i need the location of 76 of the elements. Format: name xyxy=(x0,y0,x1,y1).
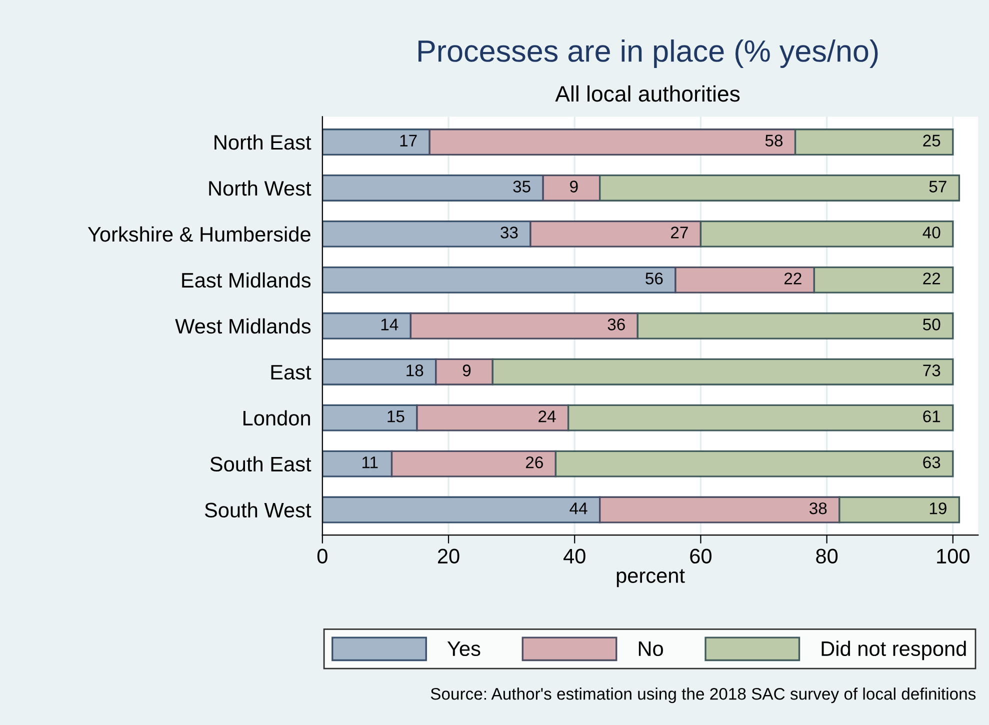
bar xyxy=(322,404,418,432)
bar xyxy=(700,220,954,248)
bar xyxy=(542,174,601,202)
y-tick-label: Yorkshire & Humberside xyxy=(88,226,310,242)
bar xyxy=(492,358,954,386)
bar xyxy=(322,266,676,294)
y-tick-label: North West xyxy=(209,180,312,196)
x-axis-title: percent xyxy=(616,569,685,588)
bar xyxy=(322,220,532,248)
data-label: 40 xyxy=(922,226,940,238)
chart-title: Processes are in place (% yes/no) xyxy=(418,39,878,68)
bar xyxy=(416,404,570,432)
y-tick-label: London xyxy=(244,410,310,426)
bar xyxy=(322,358,437,386)
data-label: 11 xyxy=(362,456,378,468)
y-tick-label: East Midlands xyxy=(182,272,311,288)
data-label: 58 xyxy=(765,134,783,146)
bar xyxy=(794,128,954,156)
bar xyxy=(567,404,954,432)
bar xyxy=(530,220,702,248)
data-label: 35 xyxy=(513,180,530,192)
bar xyxy=(410,312,638,340)
data-label: 44 xyxy=(570,502,588,514)
data-label: 17 xyxy=(400,134,417,146)
bar xyxy=(838,496,960,524)
bar xyxy=(322,312,412,340)
data-label: 50 xyxy=(923,318,940,330)
source-note: Source: Author's estimation using the 2018 SAC survey of local definitions xyxy=(430,688,976,704)
y-tick-label: North East xyxy=(214,134,312,150)
data-label: 9 xyxy=(570,180,578,192)
y-tick-label: South East xyxy=(210,456,312,472)
data-label: 73 xyxy=(923,364,940,376)
chart-subtitle: All local authorities xyxy=(555,85,740,102)
data-label: 22 xyxy=(784,272,802,284)
data-label: 15 xyxy=(388,410,404,422)
bar xyxy=(598,174,960,202)
bar xyxy=(322,450,393,478)
data-label: 63 xyxy=(923,456,940,468)
bar xyxy=(636,312,954,340)
x-tick-label: 0 xyxy=(317,548,328,564)
legend-label: Did not respond xyxy=(822,640,966,660)
bar xyxy=(390,450,557,478)
data-label: 9 xyxy=(462,364,471,376)
bar xyxy=(435,358,494,386)
data-label: 25 xyxy=(923,134,940,146)
data-label: 33 xyxy=(500,226,518,238)
bar xyxy=(554,450,954,478)
y-tick-label: East xyxy=(271,365,312,380)
data-label: 14 xyxy=(381,318,398,330)
bar xyxy=(428,128,796,156)
bar xyxy=(813,266,954,294)
bar xyxy=(322,128,430,156)
data-label: 26 xyxy=(526,456,543,468)
y-tick-label: South West xyxy=(204,502,312,518)
bar xyxy=(598,496,840,524)
x-tick-label: 80 xyxy=(816,548,838,564)
data-label: 22 xyxy=(923,272,940,284)
x-tick-label: 40 xyxy=(564,548,586,564)
legend-label: No xyxy=(638,642,663,656)
data-label: 57 xyxy=(929,180,946,192)
data-label: 24 xyxy=(538,410,556,422)
data-label: 36 xyxy=(608,318,625,330)
data-label: 61 xyxy=(923,410,940,422)
bar xyxy=(674,266,816,294)
y-tick-label: West Midlands xyxy=(175,318,311,334)
data-label: 38 xyxy=(809,502,827,514)
data-label: 18 xyxy=(406,364,424,376)
bar xyxy=(322,174,544,202)
bar xyxy=(322,496,601,524)
x-tick-label: 60 xyxy=(690,548,712,564)
legend-label: Yes xyxy=(447,642,480,656)
x-tick-label: 20 xyxy=(438,548,460,564)
data-label: 19 xyxy=(930,502,946,514)
data-label: 56 xyxy=(646,272,663,284)
data-label: 27 xyxy=(670,226,688,238)
x-tick-label: 100 xyxy=(937,548,970,564)
